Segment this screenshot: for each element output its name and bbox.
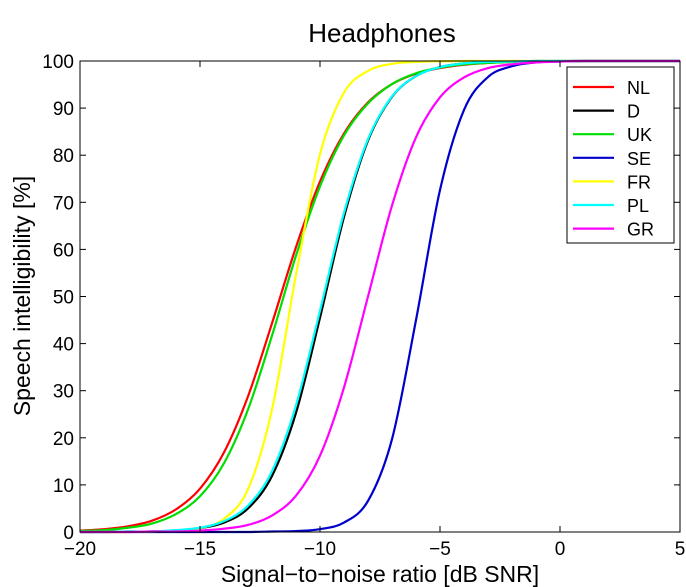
legend-label-nl: NL (627, 78, 650, 98)
y-axis-label: Speech intelligibility [%] (9, 176, 35, 416)
chart-title: Headphones (308, 18, 455, 48)
legend-box (566, 66, 675, 244)
x-tick-label: 0 (555, 539, 566, 560)
y-tick-label: 10 (53, 476, 74, 497)
legend-label-uk: UK (627, 125, 652, 145)
y-tick-label: 40 (53, 335, 74, 356)
x-tick-label: −15 (184, 539, 216, 560)
y-tick-label: 70 (53, 193, 74, 214)
y-tick-label: 100 (42, 52, 74, 73)
x-axis-label: Signal−to−noise ratio [dB SNR] (221, 561, 539, 587)
legend-label-fr: FR (627, 172, 651, 192)
x-tick-label: 5 (675, 539, 686, 560)
legend-label-se: SE (627, 149, 651, 169)
y-tick-label: 50 (53, 288, 74, 309)
y-tick-label: 30 (53, 382, 74, 403)
legend-label-gr: GR (627, 220, 654, 240)
x-tick-label: −5 (429, 539, 451, 560)
y-tick-label: 80 (53, 146, 74, 167)
x-tick-label: −20 (64, 539, 96, 560)
y-tick-label: 0 (63, 523, 74, 544)
legend-items: NL D UK SE FR PL GR (573, 78, 654, 240)
y-tick-label: 60 (53, 240, 74, 261)
legend-label-pl: PL (627, 196, 649, 216)
y-tick-label: 90 (53, 99, 74, 120)
legend-label-d: D (627, 102, 640, 122)
x-tick-label: −10 (304, 539, 336, 560)
legend: NL D UK SE FR PL GR (566, 66, 675, 244)
y-tick-label: 20 (53, 429, 74, 450)
